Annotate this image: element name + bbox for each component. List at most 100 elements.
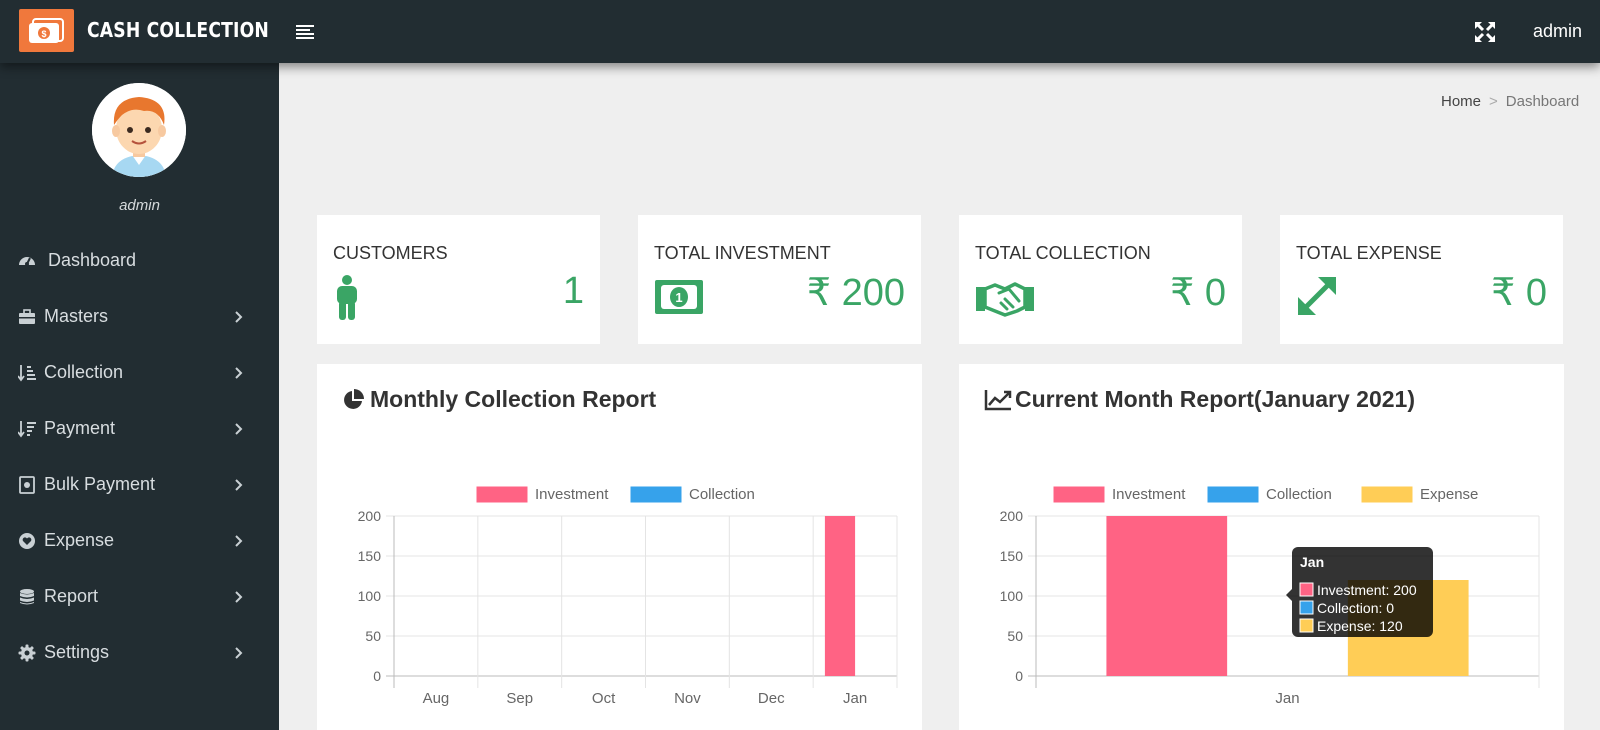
legend-label: Investment [1112,486,1186,503]
sidebar-item-label: Report [44,586,99,606]
legend-label: Collection [689,486,755,503]
person-icon [337,275,357,320]
y-tick-label: 100 [358,588,382,604]
brand-name: CASH COLLECTION [87,18,269,42]
y-tick-label: 200 [1000,508,1024,524]
breadcrumb-current: Dashboard [1505,93,1580,110]
sidebar-item-label: Settings [44,642,110,662]
tooltip-line: Investment: 200 [1317,582,1417,598]
logo[interactable]: $ [19,9,74,52]
monthly-collection-chart: Investment Collection 0 50 100 150 200 Aug Sep Oc… [358,486,898,707]
sidebar-username: admin [119,197,160,214]
stat-card-value: ₹ 0 [1170,272,1226,314]
handshake-icon [976,282,1034,317]
sidebar-item-label: Payment [44,418,116,438]
legend-label: Collection [1266,486,1332,503]
legend-swatch [1207,486,1259,503]
hamburger-menu-icon[interactable] [296,23,316,41]
legend-swatch [630,486,682,503]
sidebar-item-payment[interactable]: Payment [0,401,279,457]
tooltip-swatch [1299,618,1314,633]
sidebar-item-label: Collection [44,362,124,382]
y-tick-label: 0 [1015,668,1023,684]
bar [824,516,856,676]
y-tick-label: 50 [1007,628,1023,644]
sidebar-item-expense[interactable]: Expense [0,513,279,569]
stat-card-value: ₹ 200 [806,272,905,314]
y-tick-label: 100 [1000,588,1024,604]
legend-label: Investment [535,486,609,503]
legend-swatch [476,486,528,503]
x-tick-label: Jan [1275,690,1299,707]
stat-card-value: ₹ 0 [1491,272,1547,314]
user-avatar-icon [92,83,186,177]
receipt-icon [19,476,35,494]
breadcrumb-home-link[interactable]: Home [1441,93,1482,110]
panel-title: Current Month Report(January 2021) [1015,386,1416,412]
sidebar-item-report[interactable]: Report [0,569,279,625]
tooltip-swatch [1299,582,1314,597]
tooltip-box [1292,547,1433,637]
sidebar-item-label: Expense [44,530,115,550]
x-tick-label: Oct [592,690,616,707]
heart-circle-icon [19,533,35,549]
user-menu[interactable]: admin [1533,21,1583,41]
sort-amount-icon [18,365,36,382]
tooltip-caret [1286,589,1292,601]
y-tick-label: 50 [365,628,381,644]
stat-card-total-investment: TOTAL INVESTMENT 1 ₹ 200 [638,215,921,344]
sidebar-menu: Dashboard Masters Collection [0,233,279,681]
x-tick-label: Sep [506,690,533,707]
stat-card-total-expense: TOTAL EXPENSE ₹ 0 [1280,215,1563,344]
money-bill-icon: 1 [655,280,703,314]
cash-logo-icon: $ [29,18,64,43]
stat-card-title: TOTAL EXPENSE [1296,243,1442,263]
database-icon [20,589,34,605]
sidebar-item-label: Dashboard [48,250,137,270]
stat-card-title: TOTAL COLLECTION [975,243,1151,263]
legend-label: Expense [1420,486,1478,503]
x-tick-label: Nov [674,690,701,707]
sidebar-item-label: Bulk Payment [44,474,156,494]
breadcrumb: Home > Dashboard [1441,93,1579,110]
legend-swatch [1053,486,1105,503]
sidebar-item-settings[interactable]: Settings [0,625,279,681]
stat-card-value: 1 [562,270,584,312]
top-navbar: $ CASH COLLECTION admin [0,0,1600,63]
tooltip-line: Expense: 120 [1317,618,1403,634]
chevron-right-icon [235,535,243,547]
sidebar-item-collection[interactable]: Collection [0,345,279,401]
y-tick-label: 150 [1000,548,1024,564]
tooltip-line: Collection: 0 [1317,600,1394,616]
x-tick-label: Aug [423,690,450,707]
x-tick-label: Dec [758,690,785,707]
legend-swatch [1361,486,1413,503]
x-tick-label: Jan [843,690,867,707]
y-tick-label: 0 [373,668,381,684]
gear-icon [18,644,36,662]
chevron-right-icon [235,367,243,379]
sidebar-item-dashboard[interactable]: Dashboard [0,233,279,289]
sidebar-item-masters[interactable]: Masters [0,289,279,345]
chevron-right-icon [235,591,243,603]
y-tick-label: 150 [358,548,382,564]
sidebar-item-bulk-payment[interactable]: Bulk Payment [0,457,279,513]
breadcrumb-separator: > [1489,93,1498,110]
sort-down-icon [18,421,36,438]
y-tick-label: 200 [358,508,382,524]
fullscreen-icon[interactable] [1474,21,1496,43]
stat-card-title: TOTAL INVESTMENT [654,243,831,263]
chevron-right-icon [235,647,243,659]
line-chart-icon [984,390,1012,411]
monthly-collection-panel: Monthly Collection Report Investment Coll… [317,364,922,730]
current-month-panel: Current Month Report(January 2021) Inves… [959,364,1564,730]
briefcase-icon [19,309,35,324]
chevron-right-icon [235,479,243,491]
svg-text:$: $ [41,29,46,39]
bar [1106,516,1228,676]
sidebar-item-label: Masters [44,306,109,326]
stat-card-total-collection: TOTAL COLLECTION ₹ 0 [959,215,1242,344]
chevron-right-icon [235,311,243,323]
panel-title: Monthly Collection Report [370,386,657,412]
tooltip-title: Jan [1300,554,1324,570]
